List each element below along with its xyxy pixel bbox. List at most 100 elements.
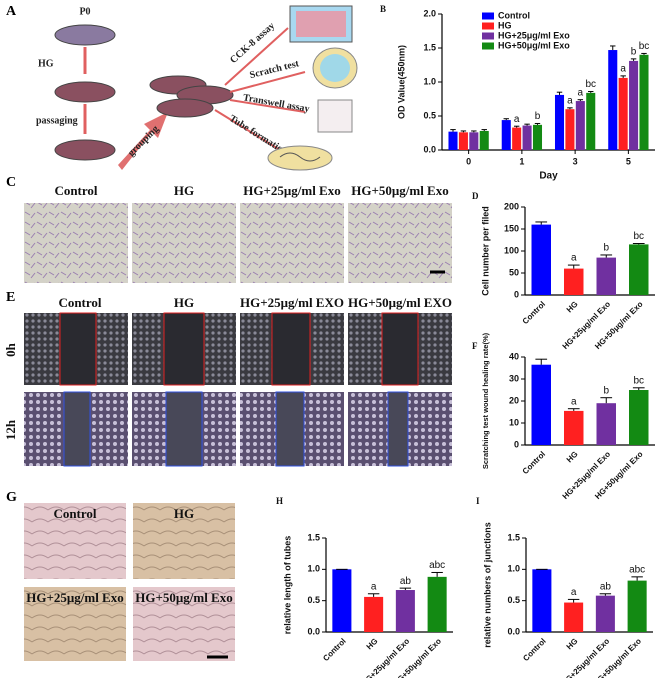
bar (395, 590, 415, 632)
bar (639, 54, 649, 150)
micrograph (133, 503, 235, 579)
significance-label: abc (629, 564, 645, 575)
bar (564, 410, 584, 445)
bar (586, 92, 596, 150)
significance-label: bc (585, 79, 596, 90)
image-label: HG+25μg/ml EXO (240, 295, 344, 310)
y-tick-label: 0.0 (307, 626, 320, 636)
panel-letter: E (6, 290, 15, 305)
plate-wells (296, 11, 346, 37)
bar (479, 130, 489, 150)
micrograph (240, 203, 344, 283)
tube-sketch (279, 152, 321, 162)
y-tick-label: 0 (514, 439, 519, 449)
y-tick-label: 20 (509, 395, 519, 405)
bar (629, 60, 639, 150)
panel-letter: G (6, 490, 17, 505)
x-tick-label: HG (565, 300, 580, 315)
micrograph (348, 203, 452, 283)
significance-label: ab (600, 581, 612, 592)
y-tick-label: 200 (504, 201, 519, 211)
significance-label: b (603, 243, 609, 254)
scratch-gap (59, 312, 97, 386)
panel-g: G Control HG HG+25μg/ml Exo HG+50μg/ml E… (6, 490, 235, 661)
scratch-images (24, 312, 452, 467)
panel-letter: A (6, 4, 17, 19)
panel-letter: B (380, 4, 386, 14)
micrograph (133, 587, 235, 661)
y-tick-label: 1.0 (507, 564, 520, 574)
y-tick-label: 100 (504, 245, 519, 255)
y-axis-label: Cell number per filed (480, 206, 490, 296)
image-label: HG+50μg/ml Exo (135, 590, 232, 605)
x-tick-label: 0 (466, 156, 471, 166)
diagram-label: Transwell assay (242, 92, 310, 115)
significance-label: bc (633, 375, 644, 386)
y-tick-label: 10 (509, 417, 519, 427)
scratch-gap (163, 312, 205, 386)
legend-swatch (482, 12, 494, 20)
bar (512, 127, 522, 150)
arrow (214, 109, 281, 151)
legend-label: HG+25μg/ml Exo (498, 30, 570, 40)
y-tick-label: 0.5 (507, 595, 520, 605)
y-axis-label: Scratching test wound healing rate(%) (481, 332, 490, 469)
dish (54, 139, 116, 161)
panel-letter: D (472, 191, 479, 201)
scratch-gap (165, 391, 203, 467)
panel-letter: I (476, 496, 480, 506)
image-label: HG+50μg/ml Exo (351, 183, 448, 198)
bar (532, 569, 552, 632)
x-tick-label: HG (565, 637, 580, 652)
diagram-label: P0 (79, 6, 90, 17)
y-tick-label: 40 (509, 351, 519, 361)
scratch-gap (63, 391, 91, 467)
legend-label: HG+50μg/ml Exo (498, 40, 570, 50)
significance-label: bc (633, 231, 644, 242)
y-axis-label: OD Value(450nm) (396, 45, 406, 119)
significance-label: a (571, 587, 577, 598)
significance-label: a (371, 581, 377, 592)
scratch-gap (381, 312, 419, 386)
y-tick-label: 0.0 (423, 144, 436, 154)
panel-e: E Control HG HG+25μg/ml EXO HG+50μg/ml E… (3, 290, 452, 467)
bar (629, 244, 649, 295)
significance-label: abc (429, 560, 445, 571)
scratch-gap (387, 391, 409, 467)
bar (618, 77, 628, 150)
significance-label: b (631, 47, 637, 58)
image-label: HG (174, 183, 194, 198)
significance-label: b (603, 385, 609, 396)
bar (427, 576, 447, 632)
legend-swatch (482, 22, 494, 30)
micrograph (24, 587, 126, 661)
micrograph (132, 203, 236, 283)
dish (267, 145, 333, 171)
image-label: HG+25μg/ml Exo (26, 590, 123, 605)
bar (627, 580, 647, 632)
significance-label: a (514, 114, 520, 125)
panel-letter: H (276, 496, 283, 506)
dish (156, 98, 214, 118)
bar (469, 132, 479, 150)
image-label: Control (58, 295, 101, 310)
x-tick-label: HG (365, 637, 380, 652)
significance-label: a (571, 396, 577, 407)
legend-label: HG (498, 20, 512, 30)
bar (532, 124, 543, 150)
arrow (229, 71, 306, 93)
diagram-label: Scratch test (249, 58, 301, 81)
bar (458, 132, 468, 150)
micrograph (24, 203, 128, 283)
chart-f: F Scratching test wound healing rate(%) 0 1… (472, 332, 655, 501)
bar (595, 595, 615, 632)
y-tick-label: 0 (514, 289, 519, 299)
significance-label: a (578, 87, 584, 98)
y-tick-label: 30 (509, 373, 519, 383)
x-tick-label: Control (521, 300, 547, 326)
arrow (229, 99, 306, 113)
bar (364, 596, 384, 632)
y-tick-label: 2.0 (423, 8, 436, 18)
x-tick-label: Control (521, 450, 547, 476)
